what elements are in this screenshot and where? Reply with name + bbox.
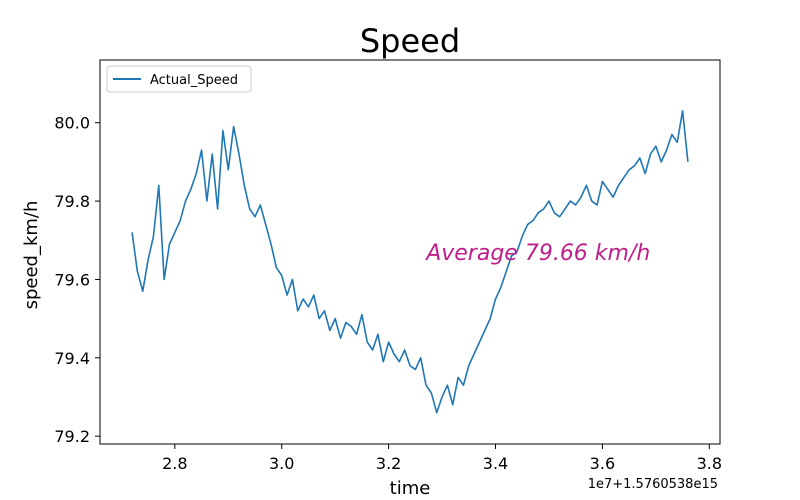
y-tick-label: 79.8: [54, 192, 90, 211]
y-tick-label: 79.4: [54, 349, 90, 368]
x-axis-offset-label: 1e7+1.5760538e15: [588, 477, 718, 492]
x-tick-label: 3.6: [590, 454, 615, 473]
x-tick-label: 3.0: [269, 454, 294, 473]
x-axis-label: time: [390, 478, 431, 499]
legend-box: [106, 65, 252, 93]
series-line-actual-speed: [131, 110, 689, 414]
legend: Actual_Speed: [106, 65, 252, 93]
y-tick-label: 79.6: [54, 270, 90, 289]
y-axis-label: speed_km/h: [21, 201, 42, 310]
chart-title: Speed: [360, 22, 460, 60]
x-tick-label: 3.8: [697, 454, 722, 473]
average-annotation: Average 79.66 km/h: [424, 241, 650, 266]
x-tick-label: 3.4: [483, 454, 508, 473]
plot-area: [99, 59, 721, 445]
y-tick-label: 80.0: [54, 114, 90, 133]
y-axis: 79.2 79.4 79.6 79.8 80.0: [54, 114, 100, 446]
x-tick-label: 2.8: [162, 454, 187, 473]
legend-label-actual-speed: Actual_Speed: [150, 73, 238, 88]
x-tick-label: 3.2: [376, 454, 401, 473]
y-tick-label: 79.2: [54, 427, 90, 446]
x-axis: 2.8 3.0 3.2 3.4 3.6 3.8: [162, 444, 722, 473]
plot-frame: [99, 59, 721, 445]
